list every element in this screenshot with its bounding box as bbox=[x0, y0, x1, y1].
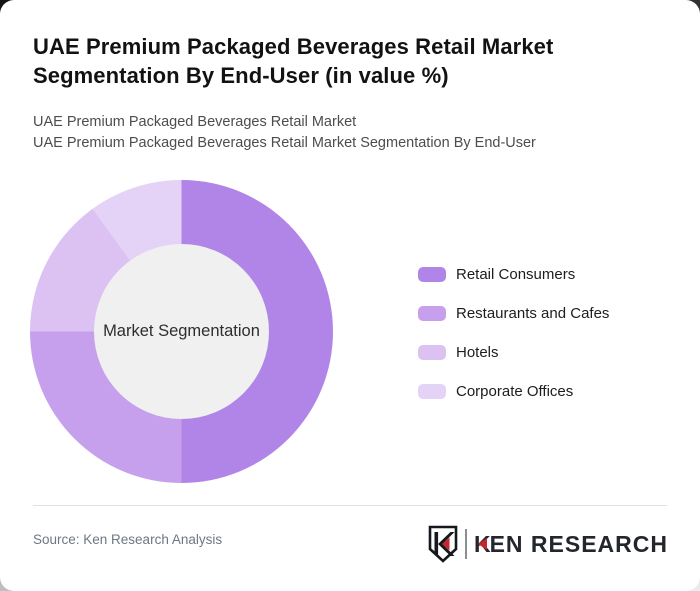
legend-item-corporate-offices: Corporate Offices bbox=[418, 382, 609, 400]
chart-title: UAE Premium Packaged Beverages Retail Ma… bbox=[33, 32, 553, 90]
wordmark-rest: EN RESEARCH bbox=[489, 530, 668, 557]
chart-legend: Retail Consumers Restaurants and Cafes H… bbox=[418, 265, 610, 400]
legend-item-hotels: Hotels bbox=[418, 343, 609, 361]
chart-title-line2: Segmentation By End-User (in value %) bbox=[33, 63, 449, 89]
ken-research-shield-icon bbox=[428, 525, 458, 563]
legend-item-retail-consumers: Retail Consumers bbox=[418, 265, 609, 283]
wordmark-red-triangle-icon bbox=[477, 538, 487, 550]
donut-hole: Market Segmentation bbox=[93, 243, 270, 420]
chart-subtitle-line1: UAE Premium Packaged Beverages Retail Ma… bbox=[33, 114, 357, 130]
legend-swatch-icon bbox=[418, 305, 446, 321]
legend-swatch-icon bbox=[418, 383, 446, 399]
ken-research-logo: K EN RESEARCH bbox=[427, 525, 668, 563]
legend-label: Retail Consumers bbox=[456, 265, 576, 283]
chart-title-line1: UAE Premium Packaged Beverages Retail Ma… bbox=[33, 34, 554, 59]
chart-subtitle: UAE Premium Packaged Beverages Retail Ma… bbox=[33, 112, 536, 153]
logo-divider-bar bbox=[464, 529, 467, 559]
legend-label: Corporate Offices bbox=[456, 382, 574, 400]
legend-label: Restaurants and Cafes bbox=[456, 304, 610, 322]
source-text: Source: Ken Research Analysis bbox=[33, 532, 223, 547]
donut-chart: Market Segmentation bbox=[30, 180, 333, 483]
footer-divider bbox=[33, 505, 667, 506]
chart-subtitle-line2: UAE Premium Packaged Beverages Retail Ma… bbox=[33, 134, 536, 151]
legend-swatch-icon bbox=[418, 266, 446, 282]
legend-swatch-icon bbox=[418, 344, 446, 360]
legend-label: Hotels bbox=[456, 343, 499, 361]
legend-item-restaurants-and-cafes: Restaurants and Cafes bbox=[418, 304, 610, 322]
donut-center-label: Market Segmentation bbox=[103, 321, 260, 340]
ken-research-wordmark: K EN RESEARCH bbox=[474, 531, 668, 558]
